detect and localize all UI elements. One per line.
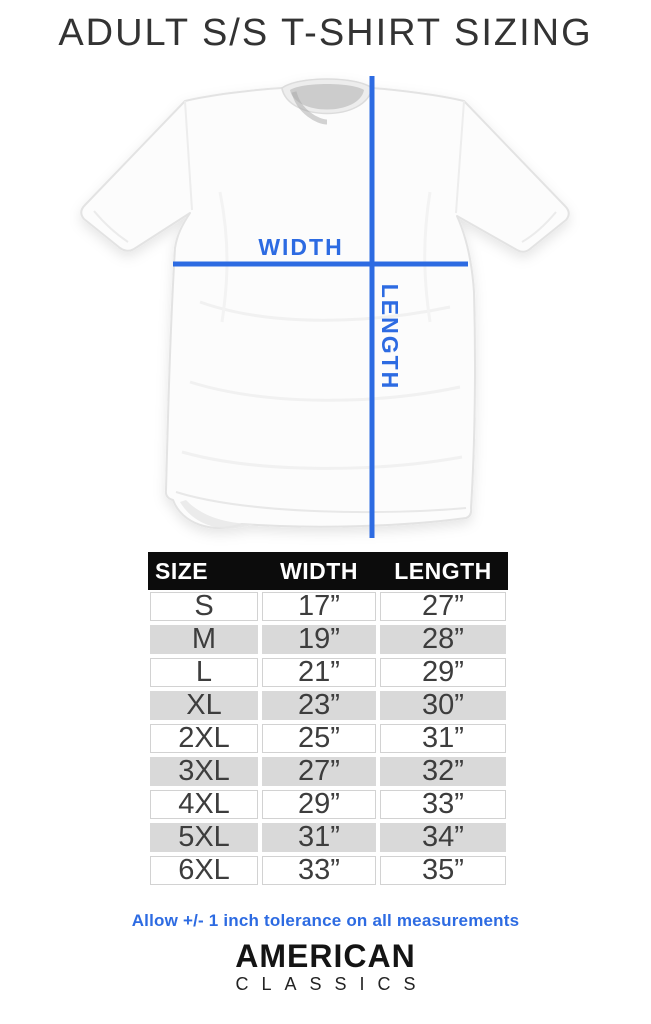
collar-inside [290,84,364,110]
length-cell: 30” [378,689,508,722]
tshirt-illustration: WIDTH LENGTH [80,76,570,538]
length-cell: 28” [378,623,508,656]
table-row: 4XL 29” 33” [148,788,508,821]
page-title: ADULT S/S T-SHIRT SIZING [58,12,593,54]
width-cell: 23” [260,689,378,722]
width-cell: 31” [260,821,378,854]
table-row: M 19” 28” [148,623,508,656]
length-cell: 31” [378,722,508,755]
width-cell: 21” [260,656,378,689]
table-row: 6XL 33” 35” [148,854,508,887]
size-cell: L [148,656,260,689]
length-cell: 32” [378,755,508,788]
table-row: L 21” 29” [148,656,508,689]
table-row: 2XL 25” 31” [148,722,508,755]
brand-logo: AMERICAN CLASSICS [0,938,651,995]
length-cell: 34” [378,821,508,854]
width-cell: 19” [260,623,378,656]
length-cell: 35” [378,854,508,887]
width-cell: 27” [260,755,378,788]
size-cell: 2XL [148,722,260,755]
size-cell: S [148,590,260,623]
table-row: 5XL 31” 34” [148,821,508,854]
tolerance-note: Allow +/- 1 inch tolerance on all measur… [131,911,520,930]
size-table: SIZE WIDTH LENGTH S 17” 27” M 19” 28” L … [148,552,508,887]
table-row: XL 23” 30” [148,689,508,722]
header-width: WIDTH [260,552,378,590]
brand-name-bottom: CLASSICS [235,973,429,994]
size-cell: 3XL [148,755,260,788]
size-cell: M [148,623,260,656]
width-cell: 17” [260,590,378,623]
size-cell: 4XL [148,788,260,821]
length-cell: 29” [378,656,508,689]
width-cell: 25” [260,722,378,755]
table-header-row: SIZE WIDTH LENGTH [148,552,508,590]
header-size: SIZE [148,552,260,590]
table-row: 3XL 27” 32” [148,755,508,788]
brand-name-top: AMERICAN [235,938,416,974]
length-cell: 27” [378,590,508,623]
size-cell: XL [148,689,260,722]
tshirt-body [80,78,570,529]
table-row: S 17” 27” [148,590,508,623]
tshirt-diagram: WIDTH LENGTH [70,72,580,550]
length-label: LENGTH [377,284,403,391]
width-cell: 33” [260,854,378,887]
width-cell: 29” [260,788,378,821]
size-cell: 6XL [148,854,260,887]
width-label: WIDTH [258,234,343,260]
size-cell: 5XL [148,821,260,854]
length-cell: 33” [378,788,508,821]
header-length: LENGTH [378,552,508,590]
